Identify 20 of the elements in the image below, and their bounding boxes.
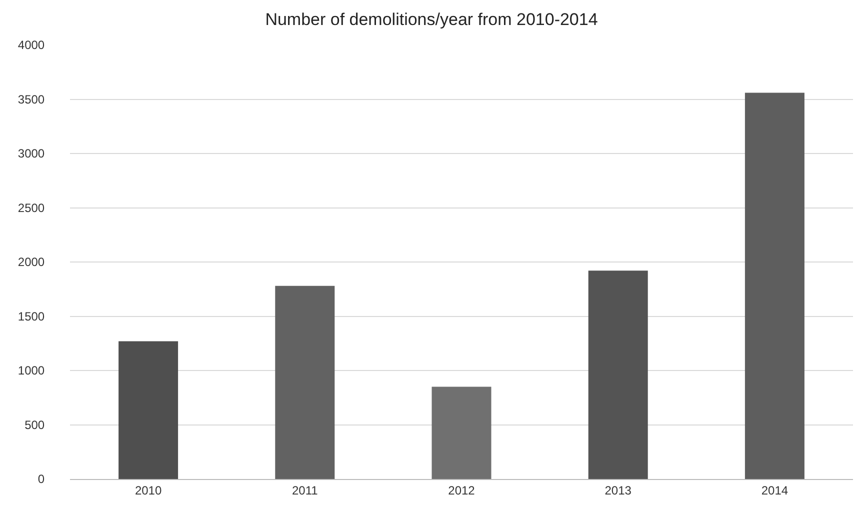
x-tick-label: 2011 [292, 483, 318, 498]
bar [118, 341, 178, 479]
y-tick-label: 2000 [18, 255, 45, 270]
y-tick-label: 1000 [18, 364, 45, 378]
y-tick-label: 4000 [18, 38, 45, 52]
y-tick-label: 1500 [18, 309, 45, 324]
bar [744, 92, 804, 479]
x-tick-label: 2013 [604, 483, 632, 498]
chart-title: Number of demolitions/year from 2010-2014 [265, 10, 598, 29]
bar [275, 286, 335, 479]
x-tick-label: 2012 [448, 483, 476, 498]
y-tick-label: 0 [38, 472, 45, 486]
y-tick-label: 3000 [18, 146, 45, 161]
y-tick-label: 2500 [18, 200, 45, 215]
bar [588, 270, 648, 479]
bar [432, 386, 492, 479]
y-tick-label: 500 [24, 418, 45, 432]
x-tick-label: 2014 [761, 483, 788, 498]
x-tick-label: 2010 [134, 483, 162, 498]
y-tick-label: 3500 [18, 92, 45, 106]
